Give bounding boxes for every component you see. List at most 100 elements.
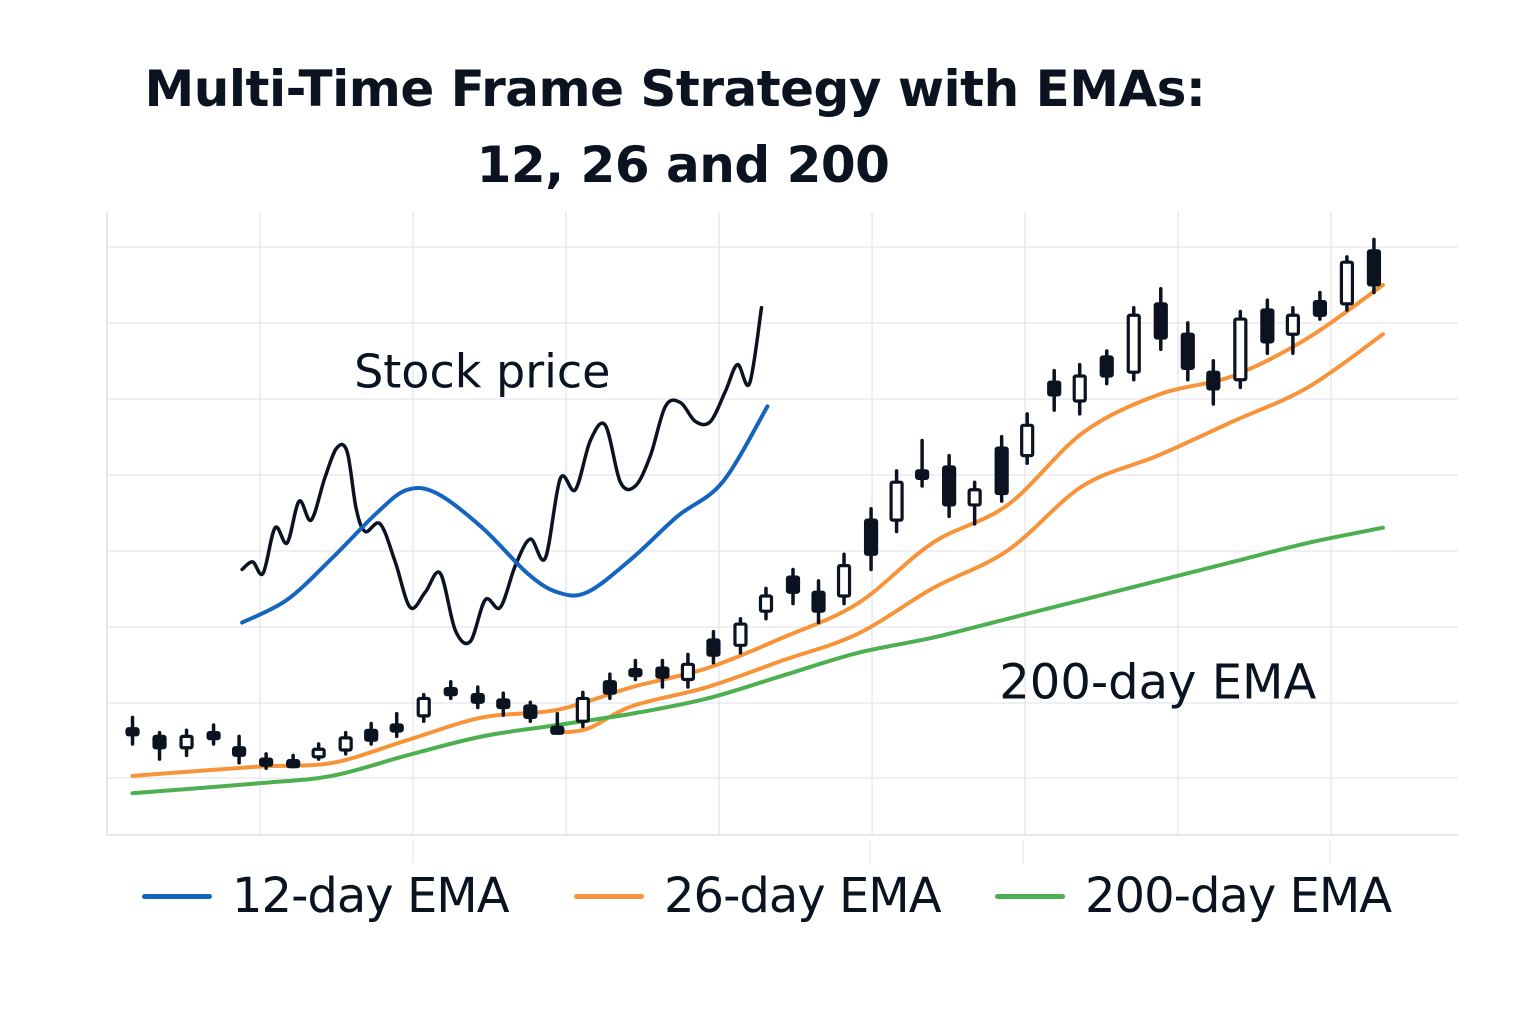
candle-body: [1366, 249, 1382, 287]
candle: [470, 685, 485, 710]
candle-body: [758, 594, 774, 613]
candle-body: [1312, 300, 1327, 317]
candle: [389, 711, 404, 739]
candle-body: [863, 518, 879, 556]
candle: [967, 480, 982, 526]
candles: [125, 237, 1382, 770]
legend-item-12-day-ema[interactable]: 12-day EMA: [142, 868, 510, 924]
candle-body: [994, 446, 1009, 496]
candle-body: [311, 747, 326, 759]
candle-body: [942, 465, 957, 507]
candle-body: [523, 704, 538, 719]
grid: [106, 212, 1458, 863]
legend: 12-day EMA 26-day EMA 200-day EMA: [0, 868, 1536, 938]
candle: [889, 469, 904, 534]
candle: [1126, 305, 1141, 382]
candle: [125, 715, 140, 746]
legend-label: 200-day EMA: [1085, 868, 1392, 924]
chart-subtitle: 12, 26 and 200: [476, 136, 890, 194]
legend-label: 12-day EMA: [232, 868, 510, 924]
candle-body: [655, 666, 670, 679]
legend-swatch-200-day-ema: [995, 893, 1065, 899]
ema-200-line: [130, 525, 1385, 796]
candle: [206, 723, 221, 746]
candle-body: [915, 469, 930, 481]
candle-body: [602, 680, 617, 695]
candle-body: [1285, 313, 1300, 336]
candle-body: [364, 728, 379, 742]
candle: [994, 434, 1009, 503]
ema-12-line: [240, 404, 770, 625]
candle-body: [179, 734, 194, 750]
candle-body: [1126, 313, 1141, 374]
legend-item-200-day-ema[interactable]: 200-day EMA: [995, 868, 1392, 924]
stock-price-line: [240, 305, 764, 646]
legend-item-26-day-ema[interactable]: 26-day EMA: [574, 868, 942, 924]
candle-body: [1047, 380, 1062, 397]
legend-swatch-12-day-ema: [142, 893, 212, 899]
candle: [1072, 362, 1087, 416]
candle-body: [575, 696, 590, 723]
annotation-200-day-ema: 200-day EMA: [999, 654, 1316, 710]
candle: [680, 652, 696, 689]
candle: [286, 753, 301, 769]
candle-body: [1020, 423, 1035, 458]
candle: [1285, 305, 1300, 355]
candle: [179, 728, 194, 758]
candle: [1312, 290, 1327, 321]
candle: [733, 617, 748, 655]
candle: [1339, 255, 1355, 312]
candle: [1366, 237, 1382, 295]
candle-body: [416, 696, 431, 718]
candle-body: [470, 693, 485, 704]
legend-swatch-26-day-ema: [574, 893, 644, 899]
candle: [364, 721, 379, 746]
candle: [1260, 298, 1275, 355]
candle: [836, 552, 852, 606]
candle-body: [680, 662, 696, 682]
candle: [655, 658, 670, 689]
candle-body: [1206, 370, 1221, 391]
candle: [259, 752, 274, 770]
legend-label: 26-day EMA: [664, 868, 942, 924]
candle-body: [125, 727, 140, 737]
candle: [338, 730, 353, 756]
candle-body: [1153, 302, 1168, 340]
chart-title: Multi-Time Frame Strategy with EMAs:: [144, 60, 1206, 118]
candle: [1206, 359, 1221, 406]
candle-body: [785, 575, 801, 594]
series-layer: [130, 282, 1385, 796]
annotation-stock-price: Stock price: [354, 344, 610, 398]
candle: [758, 586, 774, 621]
candle-body: [1099, 355, 1114, 378]
candle-body: [706, 638, 721, 657]
ema-26-lower-line: [552, 332, 1385, 735]
candle-body: [206, 730, 221, 741]
candle: [1233, 309, 1248, 390]
candle-body: [389, 723, 404, 733]
candle: [416, 692, 431, 723]
candle-body: [967, 488, 982, 507]
candle: [811, 579, 826, 625]
candle-body: [1233, 317, 1248, 382]
candle-body: [152, 734, 167, 750]
candle: [602, 672, 617, 701]
candle: [523, 700, 538, 723]
candle-body: [550, 725, 565, 735]
candle-body: [231, 746, 247, 757]
annotations: Stock price 200-day EMA: [354, 344, 1316, 710]
candle-body: [628, 668, 643, 678]
candle-body: [443, 686, 458, 697]
candle-body: [733, 622, 748, 647]
candle: [628, 658, 643, 682]
candle: [706, 629, 721, 665]
candle: [942, 453, 957, 519]
candle: [1047, 368, 1062, 412]
candle-body: [338, 736, 353, 752]
candle: [1180, 321, 1195, 382]
candle: [443, 679, 458, 701]
candle-body: [836, 564, 852, 598]
candle-body: [1072, 374, 1087, 403]
candle: [785, 567, 801, 606]
candle: [1099, 349, 1114, 386]
